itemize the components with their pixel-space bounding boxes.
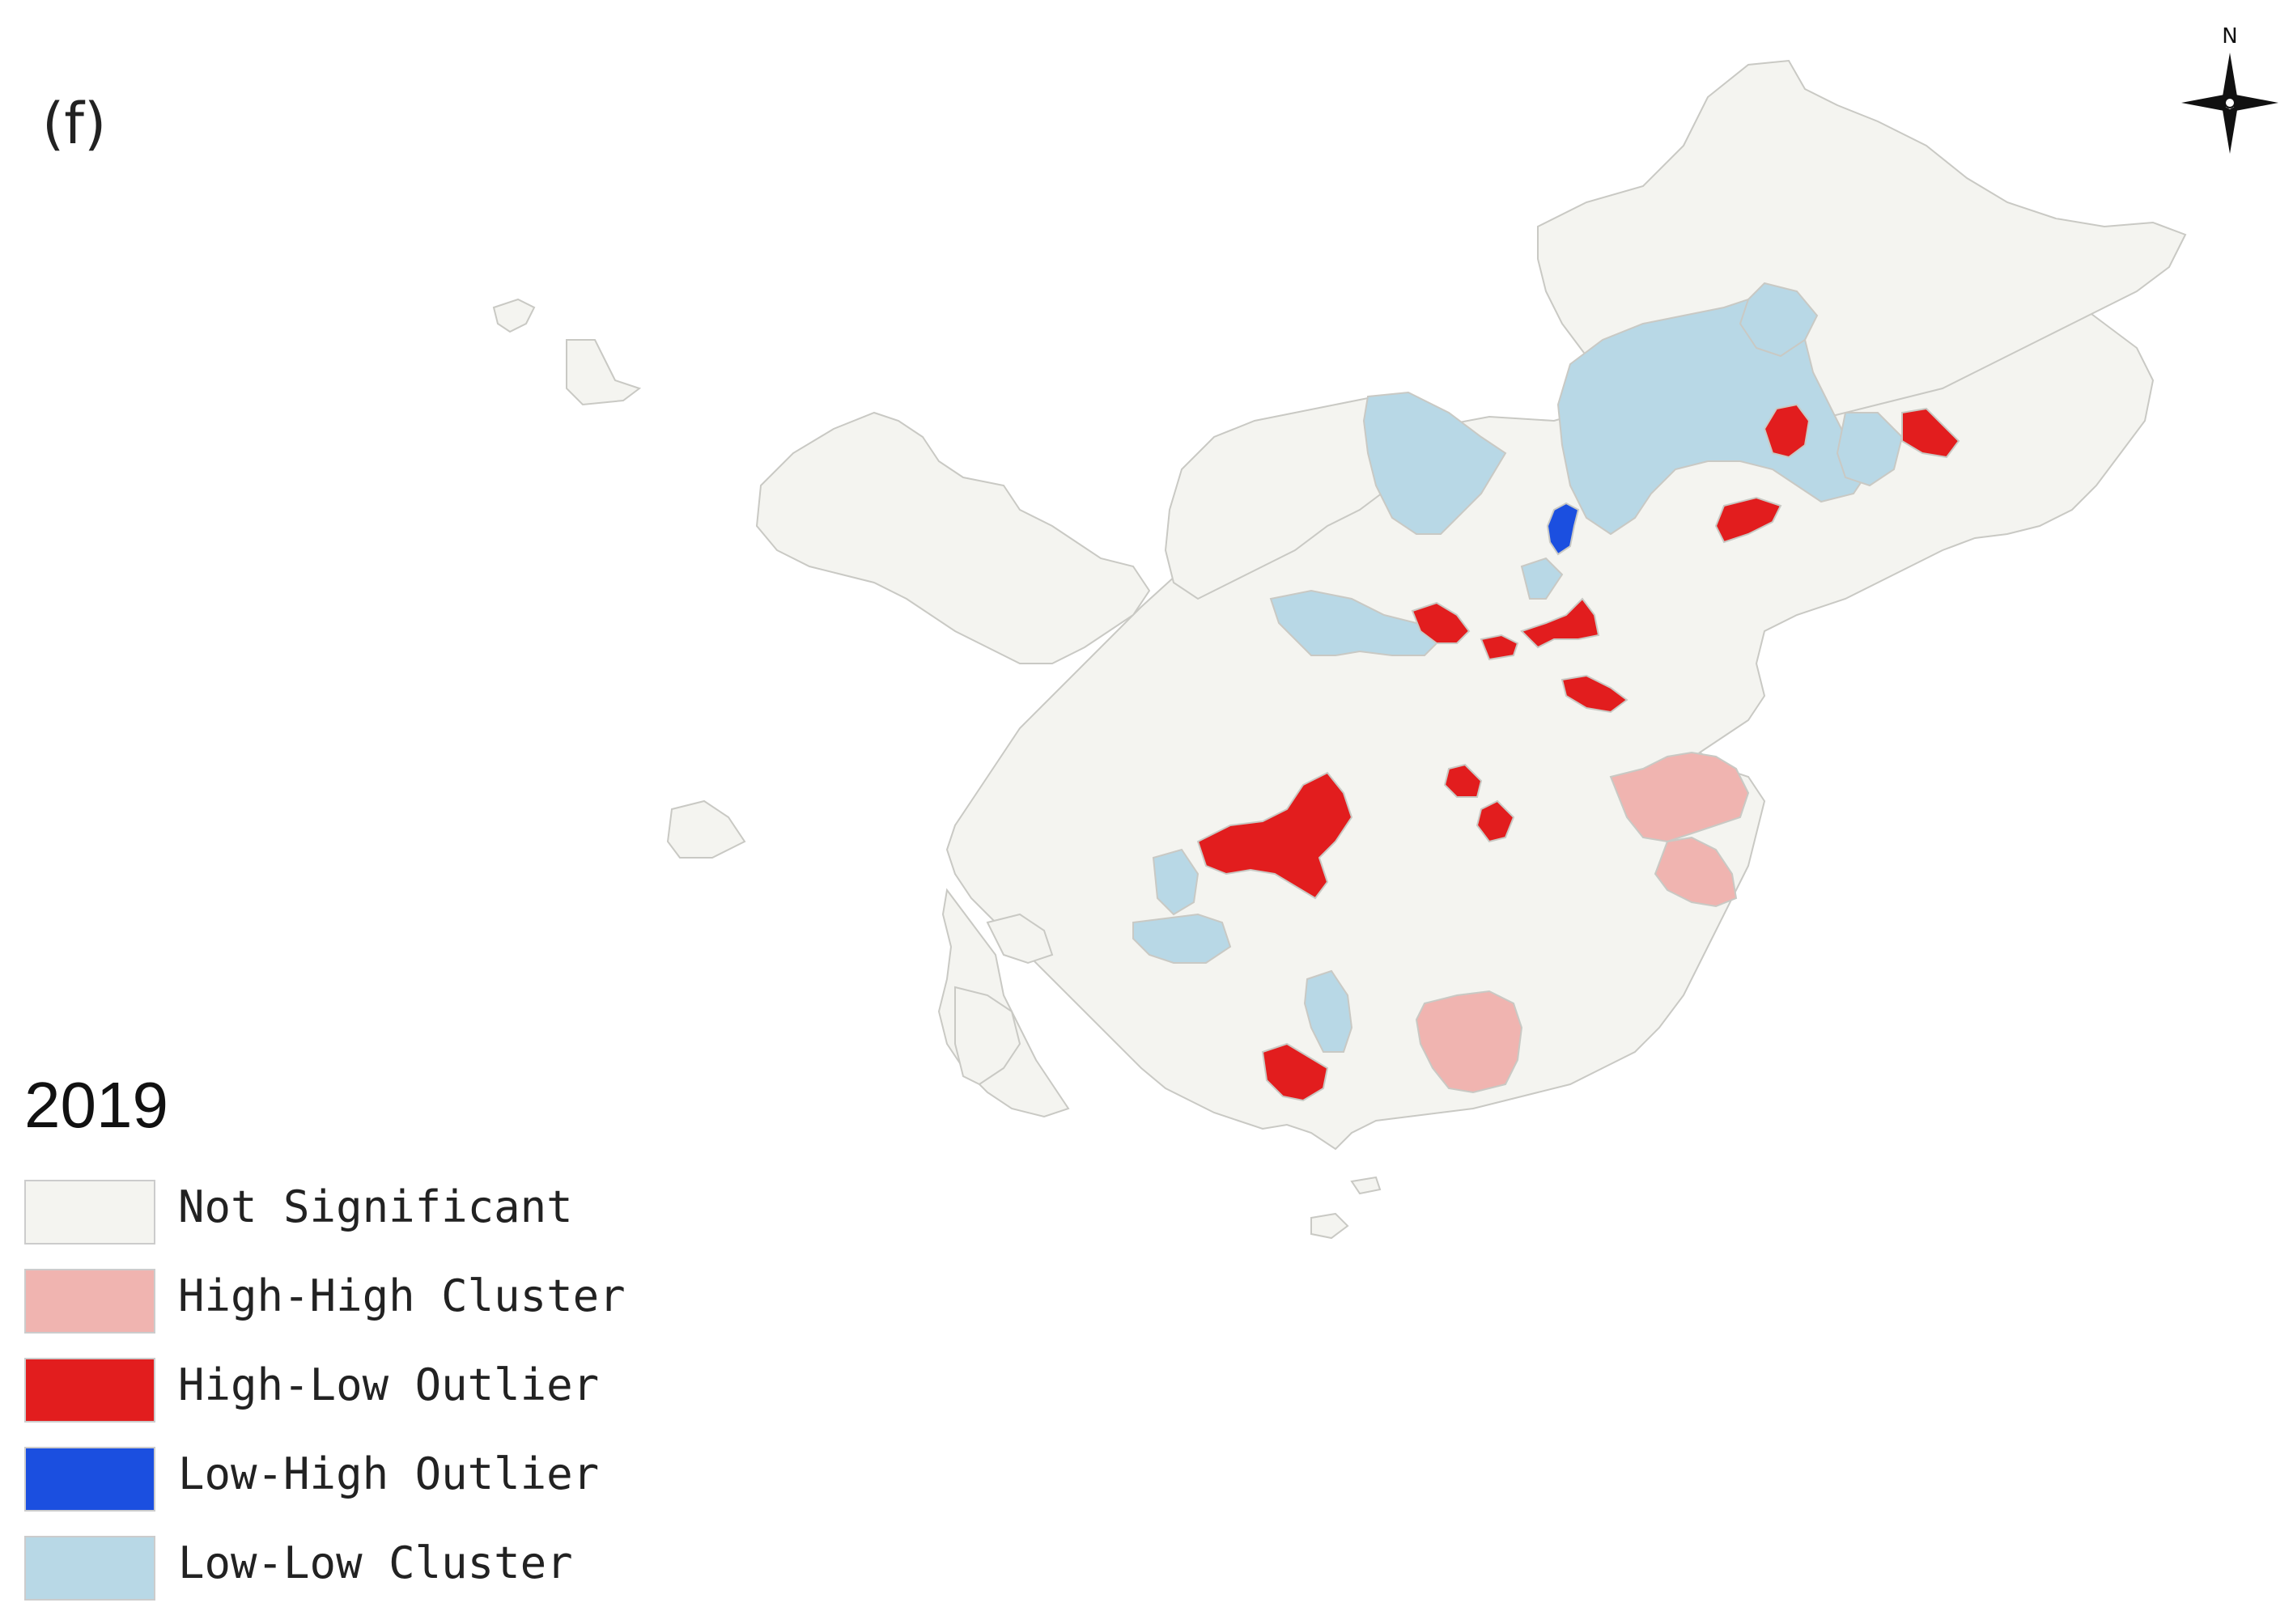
low-low-northeast-edge [1836,412,1904,487]
high-low-coast [1714,496,1782,544]
region-hainan [1310,1212,1349,1240]
legend-item-low-low: Low-Low Cluster [24,1529,639,1618]
panel-label: (f) [42,91,107,157]
region-island-e [1350,1176,1382,1195]
legend-item-high-low: High-Low Outlier [24,1351,639,1440]
legend-swatch-low-low [24,1536,155,1601]
high-high-east-2 [1654,836,1738,908]
region-island-d [986,913,1054,965]
legend-item-not-significant: Not Significant [24,1173,639,1262]
high-low-outlier-regions [1196,403,1960,1102]
legend: Not Significant High-High Cluster High-L… [24,1173,639,1618]
north-arrow-icon: N [2181,24,2278,154]
legend-label-not-significant: Not Significant [178,1181,573,1232]
high-low-central-2 [1476,799,1515,843]
high-low-south [1261,1042,1329,1102]
legend-swatch-high-low [24,1358,155,1423]
high-low-north-central-2 [1480,634,1519,661]
low-low-north-3 [1362,391,1507,535]
low-low-north-2 [1739,282,1819,358]
year-label: 2019 [24,1069,168,1141]
legend-label-high-low: High-Low Outlier [178,1359,600,1410]
high-low-north-central-3 [1520,597,1600,649]
region-west [755,411,1151,664]
low-low-beijing-area [1520,557,1564,600]
legend-swatch-not-significant [24,1180,155,1245]
low-high-outlier-regions [1546,502,1580,556]
region-southwest-2 [954,986,1021,1086]
legend-swatch-low-high [24,1447,155,1512]
high-low-central-1 [1443,763,1483,798]
region-island-a [492,298,536,333]
low-high-beijing [1546,502,1580,556]
low-low-south [1303,969,1353,1053]
legend-swatch-high-high [24,1269,155,1334]
high-low-southwest-large [1196,771,1353,900]
north-label: N [2222,24,2237,49]
low-low-sw-2 [1132,913,1232,964]
high-low-northeast-1 [1763,403,1811,459]
high-high-cluster-regions [1415,751,1750,1094]
region-island-b [566,339,642,406]
low-low-sw-1 [1152,848,1200,916]
region-island-c [666,799,746,859]
high-low-shandong [1561,674,1628,714]
high-low-north-central-1 [1411,601,1471,644]
legend-item-low-high: Low-High Outlier [24,1440,639,1529]
high-high-east-1 [1609,751,1750,843]
legend-label-high-high: High-High Cluster [178,1270,626,1321]
high-high-south [1415,990,1523,1094]
legend-label-low-high: Low-High Outlier [178,1448,600,1499]
low-low-north-1 [1556,298,1871,536]
low-low-cluster-regions [1132,282,1904,1053]
high-low-northeast-2 [1901,407,1960,459]
legend-label-low-low: Low-Low Cluster [178,1537,573,1588]
low-low-central [1269,589,1442,656]
region-mainland-core [945,257,2155,1151]
legend-item-high-high: High-High Cluster [24,1262,639,1351]
